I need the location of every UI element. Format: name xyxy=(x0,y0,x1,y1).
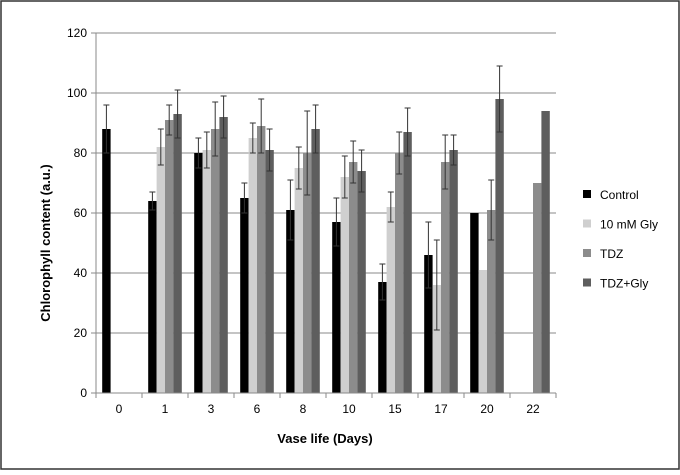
bar-tdz-gly-day-22 xyxy=(541,111,550,393)
bar-tdz-gly-day-8 xyxy=(311,129,320,393)
y-tick-label: 100 xyxy=(67,86,87,100)
bar-10-mm-gly-day-6 xyxy=(248,138,257,393)
legend: Control 10 mM Gly TDZ TDZ+Gly xyxy=(583,188,658,291)
bar-tdz-day-6 xyxy=(257,126,266,393)
x-tick-label: 15 xyxy=(388,402,402,416)
x-tick-label: 20 xyxy=(480,402,494,416)
legend-swatch xyxy=(583,249,591,257)
legend-swatch xyxy=(583,278,591,287)
bars xyxy=(102,99,550,393)
legend-label: TDZ+Gly xyxy=(600,277,648,291)
bar-tdz-gly-day-3 xyxy=(219,117,228,393)
y-tick-label: 120 xyxy=(67,26,87,40)
y-tick-label: 40 xyxy=(74,266,88,280)
bar-tdz-day-10 xyxy=(349,162,358,393)
legend-swatch xyxy=(583,190,591,198)
bar-tdz-gly-day-20 xyxy=(495,99,504,393)
x-tick-label: 6 xyxy=(254,402,261,416)
x-tick-label: 17 xyxy=(434,402,448,416)
bar-10-mm-gly-day-20 xyxy=(478,270,487,393)
bar-tdz-day-15 xyxy=(395,153,404,393)
y-tick-label: 60 xyxy=(74,206,88,220)
bar-tdz-gly-day-6 xyxy=(265,150,274,393)
bar-tdz-gly-day-1 xyxy=(173,114,182,393)
bar-tdz-gly-day-15 xyxy=(403,132,412,393)
error-bars xyxy=(103,65,503,331)
x-axis-title: Vase life (Days) xyxy=(277,431,372,446)
legend-label: TDZ xyxy=(600,247,623,261)
bar-10-mm-gly-day-8 xyxy=(294,168,303,393)
bar-10-mm-gly-day-15 xyxy=(386,207,395,393)
y-tick-label: 20 xyxy=(74,326,88,340)
bar-control-day-6 xyxy=(240,198,249,393)
axes: 0 20 40 60 80 100 120 0 1 3 6 8 10 15 17 20 22 xyxy=(67,26,557,416)
bar-tdz-day-1 xyxy=(165,120,174,393)
y-axis-title: Chlorophyll content (a.u.) xyxy=(38,164,53,321)
legend-label: Control xyxy=(600,188,639,202)
bar-tdz-gly-day-17 xyxy=(449,150,458,393)
x-tick-label: 1 xyxy=(162,402,169,416)
legend-swatch xyxy=(583,219,591,228)
bar-control-day-0 xyxy=(102,129,111,393)
bar-10-mm-gly-day-3 xyxy=(202,150,211,393)
bar-tdz-day-20 xyxy=(487,210,496,393)
bar-control-day-15 xyxy=(378,282,387,393)
bar-control-day-10 xyxy=(332,222,341,393)
x-tick-label: 3 xyxy=(208,402,215,416)
bar-control-day-17 xyxy=(424,255,433,393)
legend-label: 10 mM Gly xyxy=(600,218,658,232)
bar-tdz-day-3 xyxy=(211,129,220,393)
bar-tdz-day-17 xyxy=(441,162,450,393)
bar-control-day-1 xyxy=(148,201,157,393)
bar-10-mm-gly-day-1 xyxy=(156,147,165,393)
bar-10-mm-gly-day-17 xyxy=(432,285,441,393)
x-tick-label: 0 xyxy=(116,402,123,416)
x-tick-label: 22 xyxy=(526,402,540,416)
bar-tdz-gly-day-10 xyxy=(357,171,366,393)
bar-control-day-8 xyxy=(286,210,295,393)
x-tick-label: 10 xyxy=(342,402,356,416)
bar-tdz-day-8 xyxy=(303,153,312,393)
bar-control-day-3 xyxy=(194,153,203,393)
bar-control-day-20 xyxy=(470,213,479,393)
bar-10-mm-gly-day-10 xyxy=(340,177,349,393)
y-tick-label: 80 xyxy=(74,146,88,160)
x-tick-label: 8 xyxy=(300,402,307,416)
y-tick-label: 0 xyxy=(80,386,87,400)
bar-tdz-day-22 xyxy=(533,183,542,393)
